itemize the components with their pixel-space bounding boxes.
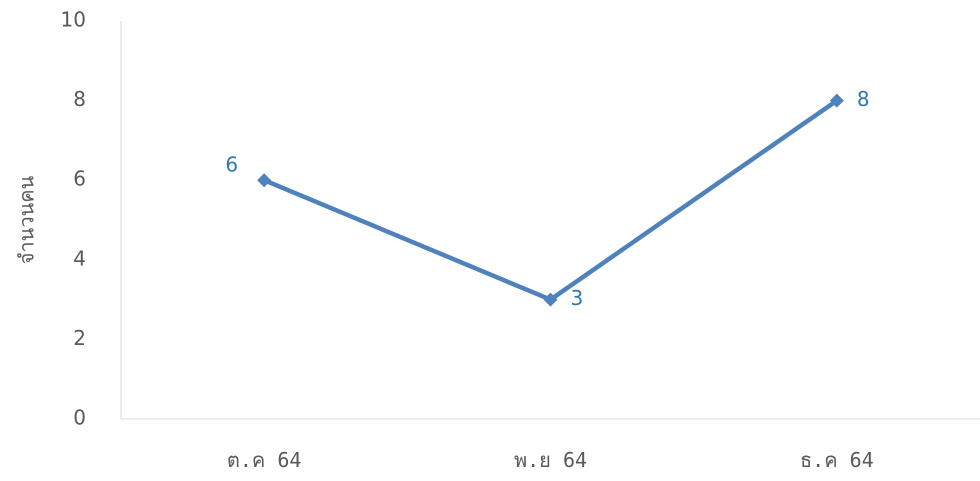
y-tick-label: 2 [73, 326, 86, 350]
data-point-marker [829, 93, 844, 108]
x-tick-label: พ.ย 64 [514, 448, 587, 472]
y-axis-label: จำนวนคน [15, 175, 39, 264]
y-tick-label: 8 [73, 87, 86, 111]
series-group [257, 93, 844, 307]
y-tick-label: 10 [61, 8, 86, 32]
data-label: 6 [225, 153, 238, 177]
data-labels: 6 3 8 [225, 87, 869, 310]
x-tick-labels: ต.ค 64 พ.ย 64 ธ.ค 64 [227, 448, 874, 472]
data-point-marker [257, 173, 272, 188]
series-line [261, 98, 840, 302]
data-point-marker [543, 292, 558, 307]
data-label: 3 [571, 286, 584, 310]
y-tick-label: 6 [73, 167, 86, 191]
y-tick-label: 4 [73, 246, 86, 270]
y-tick-label: 0 [73, 406, 86, 430]
data-label: 8 [857, 87, 870, 111]
x-tick-label: ธ.ค 64 [800, 448, 874, 472]
x-tick-label: ต.ค 64 [227, 448, 302, 472]
y-tick-labels: 0 2 4 6 8 10 [61, 8, 86, 430]
